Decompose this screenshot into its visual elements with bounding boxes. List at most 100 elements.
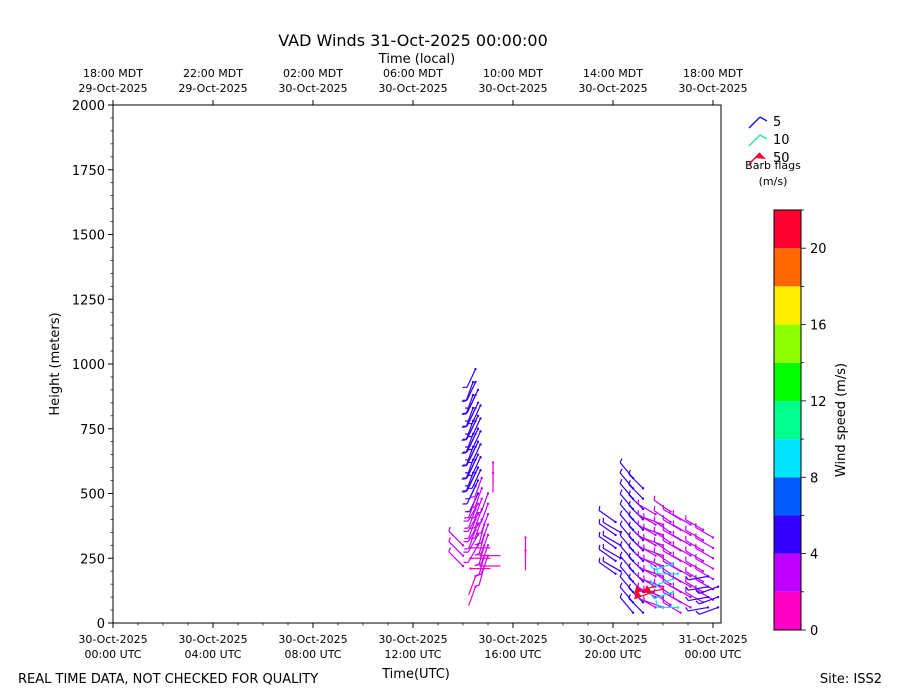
colorbar-tick-label: 20 — [810, 242, 827, 257]
wind-barb — [637, 499, 657, 516]
wind-barb — [467, 404, 482, 425]
barb-legend-label: 50 — [773, 151, 790, 166]
colorbar-bin — [774, 210, 801, 249]
x-tick-label-time: 12:00 UTC — [384, 648, 441, 661]
x-tick-label-date: 30-Oct-2025 — [78, 633, 147, 646]
wind-barb — [465, 401, 480, 422]
wind-barb — [465, 466, 480, 487]
wind-barb — [463, 502, 480, 522]
x-tick-label-date: 30-Oct-2025 — [178, 633, 247, 646]
top-tick-label-date: 29-Oct-2025 — [78, 82, 147, 95]
wind-barb — [628, 500, 645, 521]
axes-layer: 0 250 500 750 1000 1250 1500 1750 2000 30-Oct-202… — [72, 67, 748, 661]
x-tick-label-time: 04:00 UTC — [184, 648, 241, 661]
wind-barb — [465, 388, 480, 409]
wind-barb — [470, 476, 483, 498]
barb-legend-item: 5 — [748, 115, 781, 130]
wind-barb — [685, 525, 705, 542]
wind-barb — [628, 490, 645, 511]
wind-barb — [628, 480, 645, 500]
wind-barb — [649, 577, 675, 587]
y-tick-label: 500 — [80, 488, 105, 503]
wind-barb — [476, 492, 490, 514]
wind-barb — [463, 513, 480, 533]
colorbar-tick-label: 12 — [810, 395, 827, 410]
top-tick-label-date: 30-Oct-2025 — [678, 82, 747, 95]
wind-barb — [465, 453, 480, 474]
wind-barb — [628, 573, 645, 594]
wind-barb — [476, 502, 490, 524]
wind-barb — [448, 537, 465, 557]
colorbar-tick-label: 16 — [810, 319, 827, 334]
top-tick-label-date: 30-Oct-2025 — [278, 82, 347, 95]
wind-barb — [672, 592, 692, 609]
wind-barb — [448, 526, 465, 547]
x-tick-label-time: 16:00 UTC — [484, 648, 541, 661]
wind-barb — [653, 537, 672, 555]
wind-barb — [643, 513, 665, 526]
wind-barb — [685, 595, 710, 602]
wind-barb — [470, 497, 483, 519]
y-tick-label: 750 — [80, 423, 105, 438]
top-tick-label-date: 30-Oct-2025 — [478, 82, 547, 95]
wind-barb — [470, 487, 483, 509]
wind-barb — [469, 546, 491, 550]
colorbar-bin — [774, 591, 801, 630]
wind-barb — [465, 440, 480, 461]
wind-barb — [464, 497, 477, 519]
wind-barb — [653, 495, 672, 513]
wind-barb — [467, 417, 482, 438]
x-axis-label: Time(UTC) — [381, 667, 450, 682]
wind-barb — [598, 544, 617, 563]
wind-barb — [628, 594, 645, 614]
x-tick-label-date: 30-Oct-2025 — [478, 633, 547, 646]
wind-barb — [462, 367, 477, 389]
wind-barb — [672, 572, 692, 588]
wind-barb — [461, 406, 475, 428]
wind-barb — [685, 546, 705, 563]
wind-barb — [685, 535, 705, 552]
wind-barb — [467, 468, 482, 490]
colorbar-tick-label: 4 — [810, 548, 818, 563]
wind-barb — [695, 523, 715, 539]
wind-barb — [672, 582, 692, 599]
wind-barb — [476, 523, 490, 545]
wind-barb — [643, 565, 665, 578]
wind-barb — [637, 561, 657, 578]
colorbar-bin — [774, 439, 801, 478]
wind-barb — [695, 543, 715, 560]
top-tick-label-time: 18:00 MDT — [83, 67, 143, 80]
x-tick-label-date: 30-Oct-2025 — [578, 633, 647, 646]
wind-barb — [479, 554, 501, 557]
wind-barb — [643, 544, 665, 557]
wind-barb — [628, 562, 645, 583]
wind-barb — [448, 547, 465, 568]
wind-barb — [672, 520, 692, 537]
wind-barb — [467, 443, 482, 464]
y-tick-label: 2000 — [72, 99, 105, 114]
barb-legend-caption-1: Barb flags — [745, 159, 801, 172]
top-tick-label-time: 18:00 MDT — [683, 67, 743, 80]
wind-barb — [463, 533, 480, 553]
wind-barb — [643, 554, 665, 568]
wind-barb — [463, 523, 480, 543]
wind-barb — [628, 511, 645, 531]
colorbar-bin — [774, 248, 801, 287]
barb-legend-item: 50 — [748, 151, 790, 166]
wind-barb — [685, 585, 710, 591]
wind-barb — [468, 585, 477, 606]
wind-barb — [653, 506, 672, 524]
x-tick-label-time: 08:00 UTC — [284, 648, 341, 661]
wind-barb — [461, 393, 475, 415]
chart-title: VAD Winds 31-Oct-2025 00:00:00 — [278, 31, 548, 50]
wind-barb — [672, 530, 692, 547]
wind-barb — [628, 521, 645, 542]
top-tick-label-time: 02:00 MDT — [283, 67, 343, 80]
wind-barb — [465, 427, 480, 448]
y-tick-label: 1250 — [72, 293, 105, 308]
wind-barb — [598, 518, 617, 537]
wind-barb — [469, 567, 491, 570]
wind-barb — [649, 562, 675, 571]
wind-barb — [637, 530, 657, 547]
